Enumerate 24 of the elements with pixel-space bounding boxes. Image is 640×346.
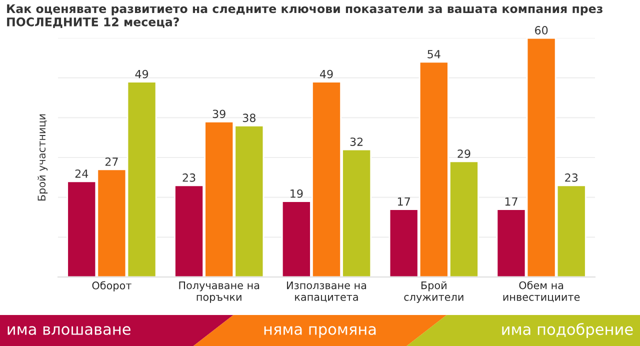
y-axis-title: Брой участници (38, 114, 48, 201)
text: има влошаване (8, 326, 130, 335)
data-label: 38 (242, 114, 256, 122)
data-label: 60 (535, 26, 548, 34)
data-label: 23 (565, 173, 578, 182)
data-label: 54 (428, 50, 440, 58)
text: има подобрение (502, 322, 633, 338)
data-label: 17 (398, 197, 410, 206)
data-label: 24 (75, 169, 88, 178)
data-label: 17 (505, 197, 518, 206)
data-label: 49 (320, 70, 333, 78)
x-tick-label: Използване на капацитета (287, 281, 366, 302)
data-label: 27 (105, 158, 118, 166)
text: няма промяна (264, 326, 376, 338)
data-label: 39 (212, 110, 226, 118)
data-label: 23 (182, 173, 196, 182)
data-label: 29 (458, 150, 470, 158)
x-tick-label: Брой служители (404, 281, 464, 303)
data-label: 19 (290, 189, 303, 198)
x-tick-label: Обем на инвестициите (503, 280, 580, 302)
x-tick-label: Оборот (92, 281, 132, 292)
data-label: 32 (350, 138, 363, 146)
x-tick-label: Получаване на поръчки (179, 281, 260, 303)
data-label: 49 (135, 70, 148, 78)
